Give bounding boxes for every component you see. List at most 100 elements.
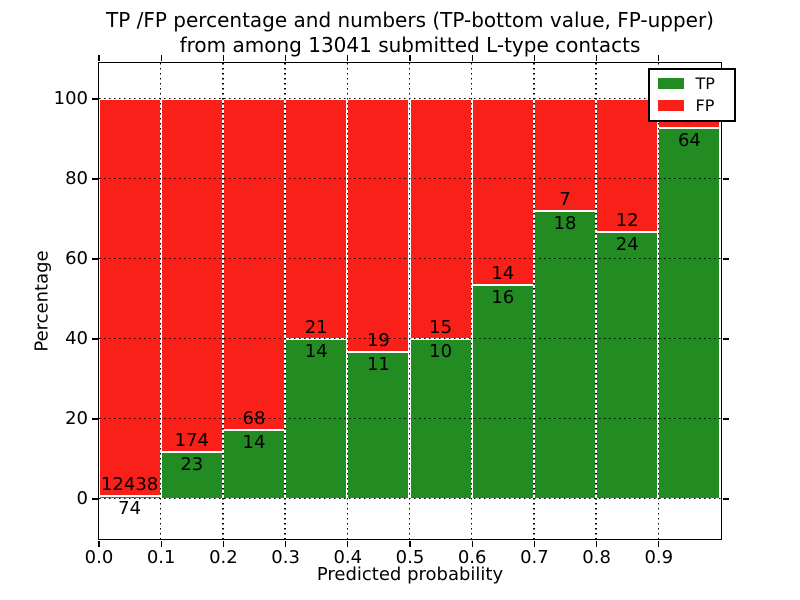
plot-area: TP FP 12438 74 174 23 68 14 21 14 19 11 15 10 14 16 7 1…: [97, 61, 736, 540]
x-tick: [222, 540, 225, 547]
bar-tp-count-label: 18: [553, 212, 577, 234]
bar-fp-segment: [347, 98, 410, 352]
x-tick: [160, 55, 162, 61]
x-tick: [98, 540, 100, 547]
bar-tp-count-label: 16: [491, 287, 515, 309]
x-tick: [595, 540, 598, 547]
x-tick: [409, 55, 411, 61]
bar-tp-segment: [533, 210, 597, 499]
x-tick: [658, 55, 660, 61]
bar: [409, 98, 472, 499]
gridline-v: [284, 62, 286, 539]
gridline-v: [346, 62, 348, 539]
bar-fp-count-label: 7: [559, 188, 571, 210]
x-tick-label: 0.6: [457, 547, 487, 568]
y-tick: [91, 258, 98, 260]
chart-title-line1: TP /FP percentage and numbers (TP-bottom…: [106, 8, 714, 32]
bar-fp-segment: [160, 98, 223, 452]
bar-fp-count-label: 68: [242, 408, 266, 430]
x-tick: [284, 55, 287, 61]
y-tick: [91, 338, 98, 340]
bar-fp-count-label: 12438: [100, 474, 159, 496]
gridline-v: [657, 62, 659, 539]
x-tick: [409, 540, 411, 547]
y-tick: [722, 258, 729, 260]
y-tick: [722, 338, 729, 340]
bar: [285, 98, 348, 499]
x-tick: [471, 55, 473, 61]
y-tick-label: 100: [53, 88, 88, 109]
bar-fp-segment: [285, 98, 348, 339]
bar: [658, 98, 721, 499]
bar: [533, 98, 597, 499]
bar-tp-count-label: 23: [180, 453, 204, 475]
gridline-v: [533, 62, 535, 539]
bar: [596, 98, 659, 499]
y-tick: [91, 498, 98, 500]
legend-item-fp: FP: [657, 95, 726, 115]
x-tick-label: 0.1: [146, 547, 176, 568]
bar-tp-count-label: 10: [429, 340, 453, 362]
x-tick: [658, 540, 660, 547]
y-tick: [91, 418, 98, 420]
x-tick-label: 0.4: [333, 547, 363, 568]
bar-tp-count-label: 14: [242, 432, 266, 454]
gridline-v: [222, 62, 224, 539]
bar-fp-count-label: 174: [174, 429, 209, 451]
tp-swatch-icon: [657, 78, 684, 90]
y-tick: [91, 98, 98, 100]
bar-fp-count-label: 14: [491, 263, 515, 285]
bar: [98, 98, 161, 499]
y-tick: [722, 178, 729, 180]
y-tick-label: 80: [65, 168, 88, 189]
x-tick: [284, 540, 287, 547]
bar-fp-segment: [222, 98, 286, 431]
x-tick: [160, 540, 162, 547]
x-tick: [533, 540, 536, 547]
bar-fp-count-label: 21: [304, 316, 328, 338]
x-tick: [533, 55, 536, 61]
y-tick-label: 60: [65, 248, 88, 269]
x-tick: [595, 55, 598, 61]
bar-tp-count-label: 74: [118, 498, 142, 520]
x-tick-label: 0.8: [582, 547, 611, 568]
x-tick-label: 0.9: [644, 547, 674, 568]
y-tick-label: 0: [76, 488, 88, 509]
x-tick: [222, 55, 225, 61]
x-tick: [347, 540, 349, 547]
chart-title-line2: from among 13041 submitted L-type contac…: [179, 33, 641, 57]
bar-tp-count-label: 14: [304, 340, 328, 362]
bar-tp-count-label: 64: [677, 129, 701, 151]
gridline-v: [471, 62, 473, 539]
y-tick: [91, 178, 98, 180]
bar-fp-count-label: 15: [429, 316, 453, 338]
legend-item-tp: TP: [657, 74, 726, 94]
chart-title: TP /FP percentage and numbers (TP-bottom…: [10, 8, 800, 58]
bar-tp-segment: [658, 127, 721, 499]
bar-tp-segment: [596, 231, 659, 499]
bar-fp-count-label: 19: [366, 329, 390, 351]
bar-tp-segment: [471, 285, 534, 499]
x-tick: [471, 540, 473, 547]
legend-label-tp: TP: [695, 74, 715, 94]
y-tick: [722, 418, 729, 420]
gridline-v: [160, 62, 162, 539]
x-tick-label: 0.7: [520, 547, 549, 568]
x-tick: [98, 55, 100, 61]
bar-fp-segment: [409, 98, 472, 339]
y-tick-label: 20: [65, 408, 88, 429]
x-tick-label: 0.2: [209, 547, 238, 568]
bar-fp-segment: [471, 98, 534, 286]
y-tick-label: 40: [65, 328, 88, 349]
bar: [347, 98, 410, 499]
y-tick: [722, 498, 729, 500]
bar-fp-segment: [98, 98, 161, 497]
legend-label-fp: FP: [695, 95, 715, 115]
x-tick-label: 0.5: [395, 547, 425, 568]
x-tick-label: 0.3: [271, 547, 300, 568]
gridline-v: [595, 62, 597, 539]
legend: TP FP: [647, 67, 736, 122]
gridline-v: [408, 62, 411, 539]
x-axis-label: Predicted probability: [316, 564, 504, 585]
bar-tp-count-label: 11: [366, 353, 390, 375]
